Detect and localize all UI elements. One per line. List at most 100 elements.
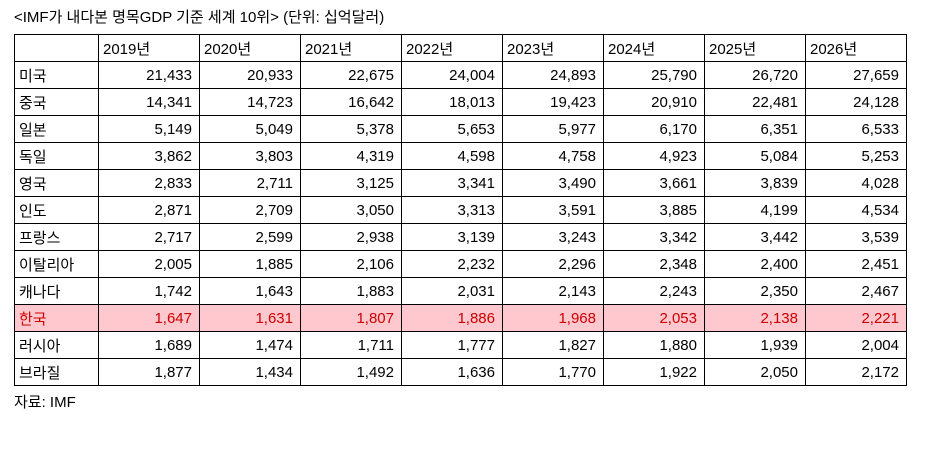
- value-cell: 2,599: [199, 223, 301, 251]
- value-cell: 5,977: [502, 115, 604, 143]
- value-cell: 2,053: [603, 304, 705, 332]
- header-row: 2019년 2020년 2021년 2022년 2023년 2024년 2025년 2026년: [14, 34, 907, 62]
- value-cell: 4,923: [603, 142, 705, 170]
- country-cell: 독일: [14, 142, 99, 170]
- value-cell: 3,591: [502, 196, 604, 224]
- value-cell: 1,883: [300, 277, 402, 305]
- table-row: 캐나다 1,742 1,643 1,883 2,031 2,143 2,243 2,350 2,…: [14, 277, 907, 305]
- value-cell: 24,128: [805, 88, 907, 116]
- value-cell: 4,028: [805, 169, 907, 197]
- year-header: 2019년: [98, 34, 200, 62]
- value-cell: 2,243: [603, 277, 705, 305]
- value-cell: 3,839: [704, 169, 806, 197]
- value-cell: 1,647: [98, 304, 200, 332]
- value-cell: 2,221: [805, 304, 907, 332]
- value-cell: 3,050: [300, 196, 402, 224]
- value-cell: 3,885: [603, 196, 705, 224]
- value-cell: 1,885: [199, 250, 301, 278]
- value-cell: 2,232: [401, 250, 503, 278]
- year-header: 2022년: [401, 34, 503, 62]
- value-cell: 6,170: [603, 115, 705, 143]
- value-cell: 24,893: [502, 61, 604, 89]
- value-cell: 1,643: [199, 277, 301, 305]
- value-cell: 22,675: [300, 61, 402, 89]
- value-cell: 1,807: [300, 304, 402, 332]
- value-cell: 4,319: [300, 142, 402, 170]
- country-cell: 이탈리아: [14, 250, 99, 278]
- value-cell: 1,877: [98, 358, 200, 386]
- table-row: 중국 14,341 14,723 16,642 18,013 19,423 20,910 22…: [14, 88, 907, 116]
- year-header: 2023년: [502, 34, 604, 62]
- value-cell: 2,709: [199, 196, 301, 224]
- table-body: 미국 21,433 20,933 22,675 24,004 24,893 25,790 26…: [14, 61, 907, 386]
- value-cell: 1,711: [300, 331, 402, 359]
- table-row: 인도 2,871 2,709 3,050 3,313 3,591 3,885 4,199 4,5…: [14, 196, 907, 224]
- table-row: 브라질 1,877 1,434 1,492 1,636 1,770 1,922 2,050 2,…: [14, 358, 907, 386]
- table-row: 미국 21,433 20,933 22,675 24,004 24,893 25,790 26…: [14, 61, 907, 89]
- value-cell: 1,968: [502, 304, 604, 332]
- value-cell: 20,910: [603, 88, 705, 116]
- country-cell: 미국: [14, 61, 99, 89]
- value-cell: 4,758: [502, 142, 604, 170]
- value-cell: 3,342: [603, 223, 705, 251]
- value-cell: 1,636: [401, 358, 503, 386]
- value-cell: 3,313: [401, 196, 503, 224]
- value-cell: 5,049: [199, 115, 301, 143]
- table-row: 러시아 1,689 1,474 1,711 1,777 1,827 1,880 1,939 2,…: [14, 331, 907, 359]
- year-header: 2024년: [603, 34, 705, 62]
- country-cell: 한국: [14, 304, 99, 332]
- value-cell: 5,253: [805, 142, 907, 170]
- value-cell: 3,125: [300, 169, 402, 197]
- value-cell: 4,534: [805, 196, 907, 224]
- value-cell: 1,827: [502, 331, 604, 359]
- value-cell: 1,689: [98, 331, 200, 359]
- value-cell: 4,199: [704, 196, 806, 224]
- value-cell: 1,492: [300, 358, 402, 386]
- value-cell: 3,341: [401, 169, 503, 197]
- table-row: 이탈리아 2,005 1,885 2,106 2,232 2,296 2,348 2,400 2…: [14, 250, 907, 278]
- value-cell: 2,871: [98, 196, 200, 224]
- table-row: 독일 3,862 3,803 4,319 4,598 4,758 4,923 5,084 5,2…: [14, 142, 907, 170]
- value-cell: 2,172: [805, 358, 907, 386]
- value-cell: 2,050: [704, 358, 806, 386]
- value-cell: 1,631: [199, 304, 301, 332]
- value-cell: 1,939: [704, 331, 806, 359]
- value-cell: 2,400: [704, 250, 806, 278]
- table-row: 프랑스 2,717 2,599 2,938 3,139 3,243 3,342 3,442 3,…: [14, 223, 907, 251]
- value-cell: 27,659: [805, 61, 907, 89]
- value-cell: 19,423: [502, 88, 604, 116]
- corner-cell: [14, 34, 99, 62]
- table-row: 일본 5,149 5,049 5,378 5,653 5,977 6,170 6,351 6,5…: [14, 115, 907, 143]
- gdp-table: 2019년 2020년 2021년 2022년 2023년 2024년 2025년 2026년…: [14, 34, 907, 386]
- country-cell: 러시아: [14, 331, 99, 359]
- value-cell: 2,350: [704, 277, 806, 305]
- value-cell: 2,138: [704, 304, 806, 332]
- value-cell: 2,005: [98, 250, 200, 278]
- value-cell: 2,451: [805, 250, 907, 278]
- value-cell: 22,481: [704, 88, 806, 116]
- value-cell: 2,348: [603, 250, 705, 278]
- country-cell: 인도: [14, 196, 99, 224]
- value-cell: 3,862: [98, 142, 200, 170]
- value-cell: 3,490: [502, 169, 604, 197]
- value-cell: 3,661: [603, 169, 705, 197]
- page: <IMF가 내다본 명목GDP 기준 세계 10위> (단위: 십억달러) 20…: [14, 9, 907, 411]
- value-cell: 1,886: [401, 304, 503, 332]
- value-cell: 21,433: [98, 61, 200, 89]
- value-cell: 16,642: [300, 88, 402, 116]
- value-cell: 6,533: [805, 115, 907, 143]
- value-cell: 5,653: [401, 115, 503, 143]
- year-header: 2026년: [805, 34, 907, 62]
- value-cell: 5,149: [98, 115, 200, 143]
- value-cell: 1,777: [401, 331, 503, 359]
- value-cell: 1,474: [199, 331, 301, 359]
- table-title: <IMF가 내다본 명목GDP 기준 세계 10위> (단위: 십억달러): [14, 9, 385, 26]
- value-cell: 18,013: [401, 88, 503, 116]
- value-cell: 6,351: [704, 115, 806, 143]
- value-cell: 1,770: [502, 358, 604, 386]
- value-cell: 20,933: [199, 61, 301, 89]
- value-cell: 26,720: [704, 61, 806, 89]
- value-cell: 2,711: [199, 169, 301, 197]
- value-cell: 25,790: [603, 61, 705, 89]
- value-cell: 1,742: [98, 277, 200, 305]
